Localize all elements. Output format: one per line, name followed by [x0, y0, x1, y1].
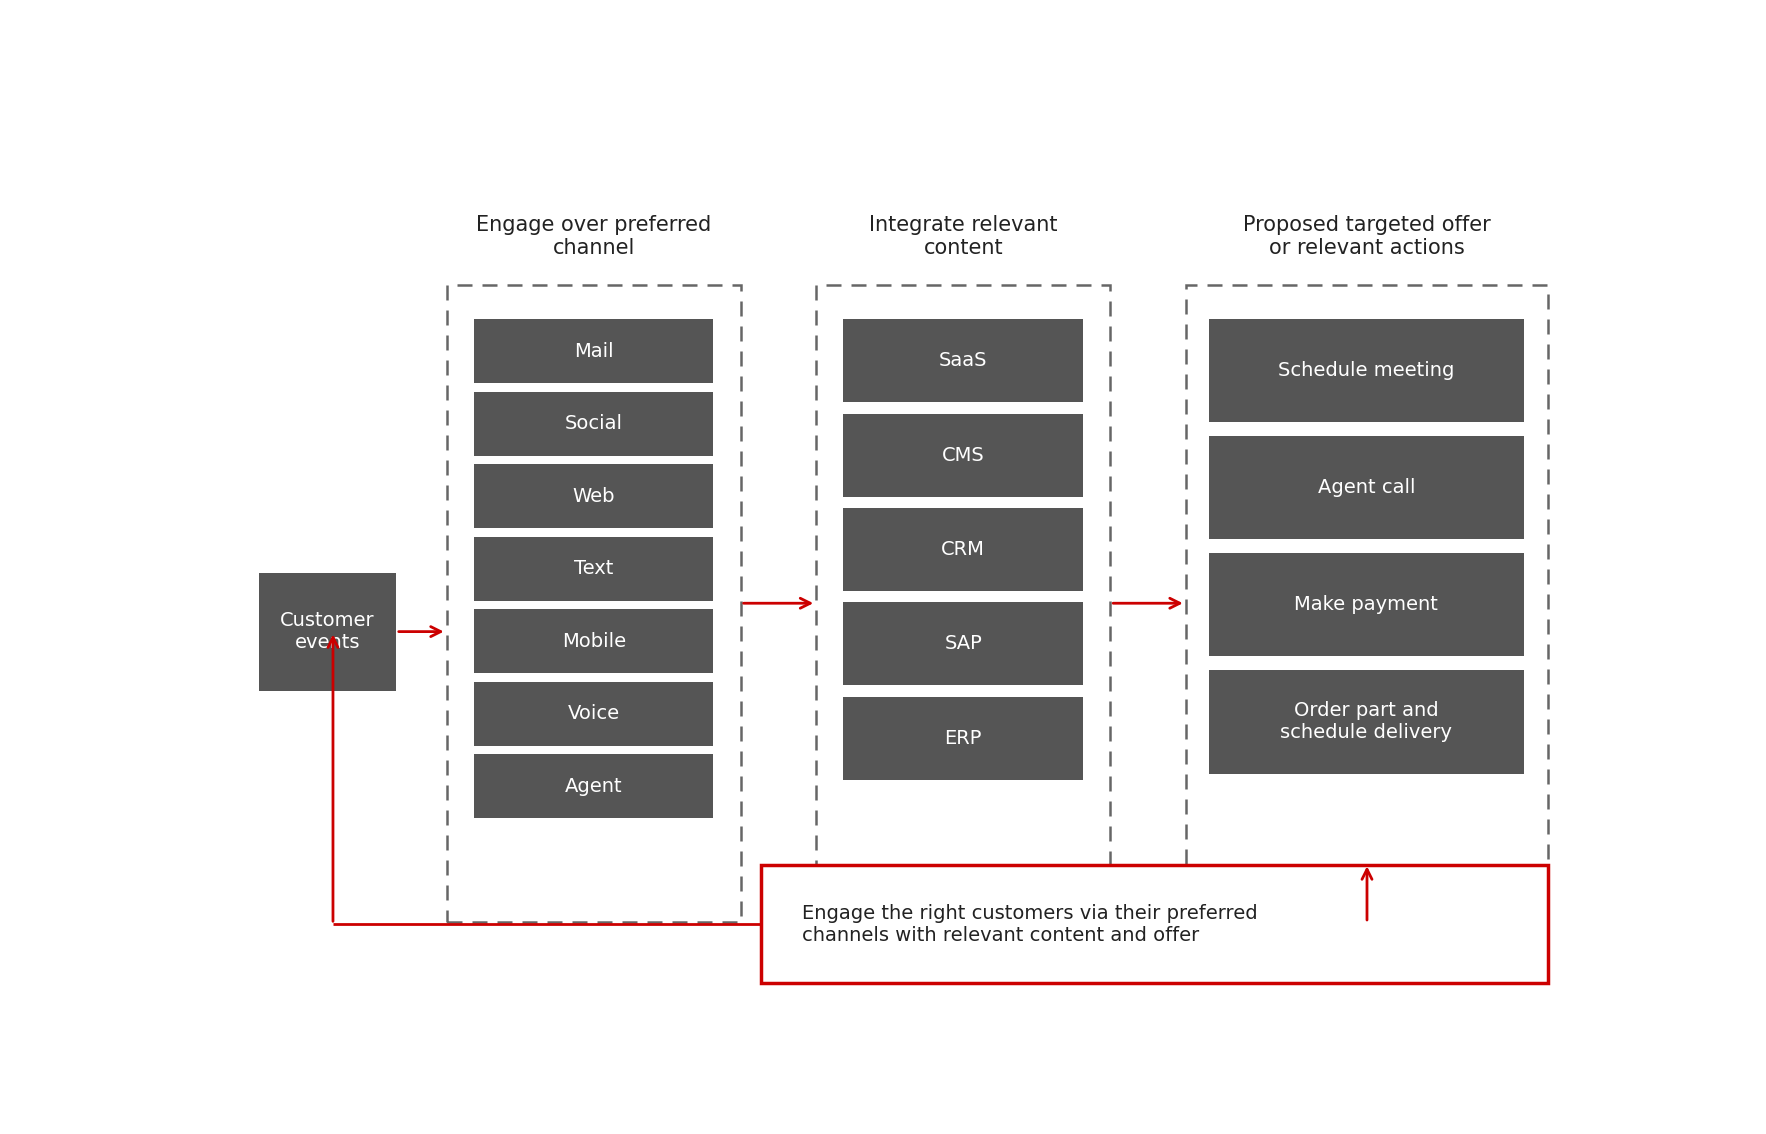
- Text: Order part and
schedule delivery: Order part and schedule delivery: [1280, 702, 1452, 743]
- Text: CRM: CRM: [941, 540, 985, 559]
- Text: Web: Web: [572, 486, 615, 506]
- FancyBboxPatch shape: [1210, 553, 1524, 657]
- FancyBboxPatch shape: [260, 573, 396, 691]
- FancyBboxPatch shape: [473, 392, 713, 456]
- FancyBboxPatch shape: [473, 465, 713, 528]
- Text: SAP: SAP: [945, 634, 982, 653]
- Text: Engage over preferred
channel: Engage over preferred channel: [477, 215, 712, 259]
- Text: SaaS: SaaS: [940, 352, 987, 371]
- Text: Proposed targeted offer
or relevant actions: Proposed targeted offer or relevant acti…: [1243, 215, 1491, 259]
- Text: Customer
events: Customer events: [281, 611, 374, 652]
- FancyBboxPatch shape: [1210, 437, 1524, 540]
- Text: Schedule meeting: Schedule meeting: [1279, 362, 1455, 381]
- FancyBboxPatch shape: [844, 320, 1083, 403]
- FancyBboxPatch shape: [844, 602, 1083, 685]
- FancyBboxPatch shape: [761, 865, 1549, 983]
- Text: Make payment: Make payment: [1294, 595, 1438, 615]
- FancyBboxPatch shape: [844, 696, 1083, 779]
- FancyBboxPatch shape: [1210, 670, 1524, 773]
- FancyBboxPatch shape: [1210, 320, 1524, 423]
- FancyBboxPatch shape: [473, 682, 713, 745]
- Text: CMS: CMS: [941, 446, 985, 465]
- FancyBboxPatch shape: [473, 609, 713, 674]
- FancyBboxPatch shape: [473, 754, 713, 818]
- Text: Text: Text: [574, 559, 613, 578]
- FancyBboxPatch shape: [844, 508, 1083, 591]
- Text: Agent call: Agent call: [1317, 479, 1415, 498]
- Text: Agent: Agent: [565, 777, 623, 796]
- Text: Mail: Mail: [574, 341, 613, 361]
- Text: Engage the right customers via their preferred
channels with relevant content an: Engage the right customers via their pre…: [802, 904, 1257, 945]
- Text: Voice: Voice: [567, 704, 620, 723]
- Text: ERP: ERP: [945, 729, 982, 747]
- FancyBboxPatch shape: [473, 320, 713, 383]
- Text: Mobile: Mobile: [562, 632, 625, 651]
- FancyBboxPatch shape: [844, 414, 1083, 497]
- Text: Social: Social: [565, 414, 623, 433]
- Text: Integrate relevant
content: Integrate relevant content: [869, 215, 1058, 259]
- FancyBboxPatch shape: [473, 536, 713, 601]
